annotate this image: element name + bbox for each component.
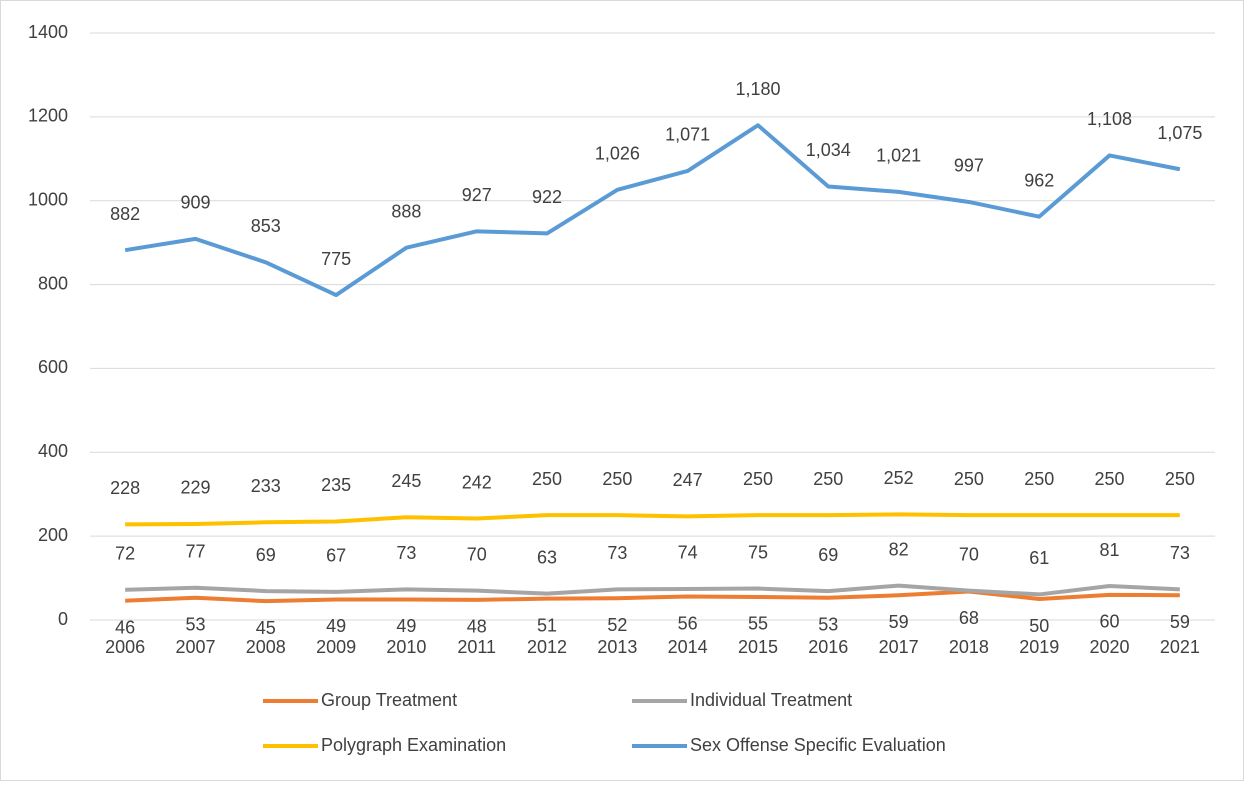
x-tick-label: 2010: [386, 637, 426, 657]
data-label: 74: [678, 543, 698, 563]
data-label: 250: [1095, 469, 1125, 489]
data-label: 250: [532, 469, 562, 489]
data-label: 50: [1029, 616, 1049, 636]
data-label: 250: [813, 469, 843, 489]
legend-label: Individual Treatment: [690, 690, 852, 710]
data-label: 997: [954, 156, 984, 176]
data-label: 235: [321, 475, 351, 495]
data-label: 775: [321, 249, 351, 269]
data-label: 242: [462, 472, 492, 492]
data-label: 73: [1170, 543, 1190, 563]
y-tick-label: 400: [38, 441, 68, 461]
data-label: 59: [1170, 612, 1190, 632]
data-label: 250: [954, 469, 984, 489]
data-label: 922: [532, 187, 562, 207]
legend-label: Sex Offense Specific Evaluation: [690, 735, 946, 755]
data-label: 247: [673, 470, 703, 490]
data-label: 853: [251, 216, 281, 236]
data-label: 46: [115, 617, 135, 637]
x-tick-label: 2016: [808, 637, 848, 657]
x-tick-label: 2020: [1090, 637, 1130, 657]
data-label: 1,026: [595, 144, 640, 164]
data-label: 1,034: [806, 140, 851, 160]
data-label: 49: [326, 616, 346, 636]
data-label: 73: [396, 543, 416, 563]
series-line: [125, 583, 1180, 597]
data-label: 888: [391, 201, 421, 221]
y-tick-label: 1000: [28, 189, 68, 209]
data-label: 67: [326, 546, 346, 566]
data-label: 250: [602, 469, 632, 489]
data-label: 69: [818, 545, 838, 565]
data-label: 75: [748, 542, 768, 562]
x-tick-label: 2007: [175, 637, 215, 657]
data-label: 1,075: [1157, 123, 1202, 143]
y-tick-label: 1400: [28, 22, 68, 42]
data-label: 1,108: [1087, 109, 1132, 129]
y-tick-label: 200: [38, 525, 68, 545]
series-line: [125, 589, 1180, 604]
x-tick-label: 2017: [879, 637, 919, 657]
x-tick-label: 2009: [316, 637, 356, 657]
data-label: 882: [110, 204, 140, 224]
data-label: 909: [180, 193, 210, 213]
data-label: 927: [462, 185, 492, 205]
data-label: 53: [185, 615, 205, 635]
x-tick-label: 2013: [597, 637, 637, 657]
data-label: 250: [1024, 469, 1054, 489]
legend-label: Polygraph Examination: [321, 735, 506, 755]
data-label: 51: [537, 615, 557, 635]
data-label: 228: [110, 478, 140, 498]
x-tick-label: 2014: [668, 637, 708, 657]
data-label: 250: [1165, 469, 1195, 489]
y-tick-label: 800: [38, 273, 68, 293]
data-label: 60: [1100, 612, 1120, 632]
series-line: [125, 512, 1180, 527]
data-label: 52: [607, 615, 627, 635]
data-label: 56: [678, 613, 698, 633]
x-tick-label: 2012: [527, 637, 567, 657]
data-label: 45: [256, 618, 276, 638]
data-label: 70: [467, 544, 487, 564]
data-label: 81: [1100, 540, 1120, 560]
data-label: 229: [180, 478, 210, 498]
data-label: 252: [884, 468, 914, 488]
data-label: 68: [959, 608, 979, 628]
x-tick-label: 2011: [457, 637, 496, 657]
data-label: 962: [1024, 170, 1054, 190]
data-label: 69: [256, 545, 276, 565]
legend-label: Group Treatment: [321, 690, 457, 710]
data-label: 72: [115, 544, 135, 564]
x-tick-label: 2018: [949, 637, 989, 657]
series-line: [124, 123, 1181, 298]
x-tick-label: 2015: [738, 637, 778, 657]
data-label: 82: [889, 539, 909, 559]
x-tick-label: 2019: [1019, 637, 1059, 657]
data-label: 250: [743, 469, 773, 489]
data-label: 61: [1029, 548, 1049, 568]
data-label: 77: [185, 541, 205, 561]
y-tick-label: 0: [58, 609, 68, 629]
data-label: 48: [467, 617, 487, 637]
data-label: 233: [251, 476, 281, 496]
data-label: 53: [818, 615, 838, 635]
data-label: 1,180: [735, 79, 780, 99]
data-label: 55: [748, 614, 768, 634]
x-tick-label: 2021: [1160, 637, 1200, 657]
data-label: 1,071: [665, 125, 710, 145]
y-tick-label: 600: [38, 357, 68, 377]
x-tick-label: 2006: [105, 637, 145, 657]
data-label: 73: [607, 543, 627, 563]
x-tick-label: 2008: [246, 637, 286, 657]
data-label: 245: [391, 471, 421, 491]
data-label: 70: [959, 544, 979, 564]
data-label: 59: [889, 612, 909, 632]
data-label: 49: [396, 616, 416, 636]
y-tick-label: 1200: [28, 106, 68, 126]
data-label: 63: [537, 547, 557, 567]
data-label: 1,021: [876, 146, 921, 166]
